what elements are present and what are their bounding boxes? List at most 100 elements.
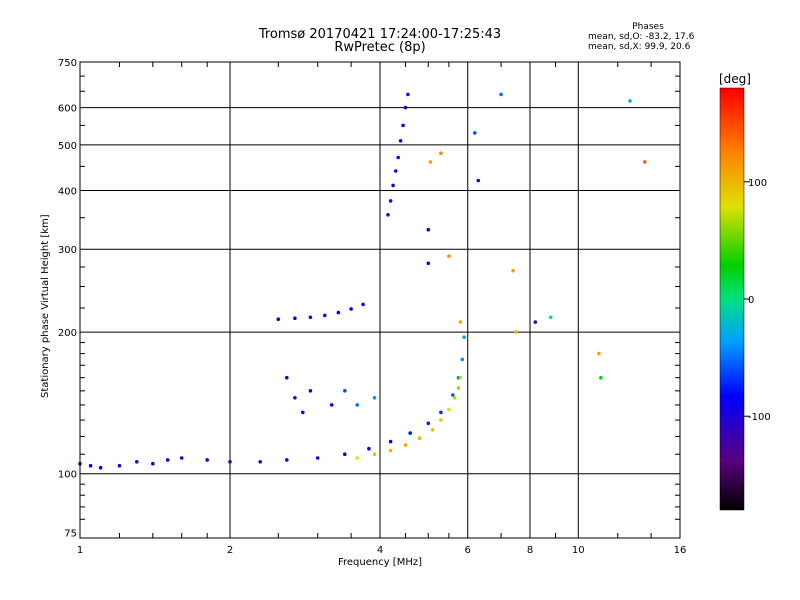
- data-point: [388, 439, 393, 444]
- data-point: [401, 123, 405, 128]
- grid-lines: [80, 62, 680, 538]
- data-point: [408, 431, 413, 435]
- colorbar: [719, 87, 745, 511]
- data-point: [388, 199, 393, 203]
- data-point: [367, 446, 371, 451]
- data-point: [426, 261, 431, 266]
- data-point: [355, 403, 360, 407]
- data-point: [151, 461, 155, 466]
- x-tick-label: 10: [572, 545, 585, 556]
- data-point: [361, 302, 365, 307]
- data-point: [643, 160, 647, 164]
- y-tick-label: 750: [58, 58, 77, 69]
- data-point: [406, 92, 410, 97]
- y-tick-label: 600: [58, 104, 77, 115]
- data-point: [293, 316, 297, 321]
- data-point: [285, 375, 289, 380]
- chart-title-line2: RwPretec (8p): [334, 40, 426, 55]
- data-point: [451, 393, 455, 397]
- data-point: [430, 427, 435, 432]
- x-tick-label: 6: [465, 545, 471, 556]
- data-point: [462, 335, 466, 340]
- data-point: [343, 389, 347, 393]
- phase-stats-header: Phases: [632, 22, 664, 32]
- data-point: [460, 357, 465, 362]
- data-point: [456, 386, 461, 390]
- data-point: [499, 92, 503, 97]
- data-point: [439, 418, 443, 422]
- y-tick-label: 75: [64, 528, 77, 539]
- data-point: [388, 448, 393, 453]
- phase-stats-x: mean, sd,X: 99.9, 20.6: [588, 42, 691, 52]
- y-tick-label: 300: [58, 245, 77, 256]
- y-axis-label: Stationary phase Virtual Height [km]: [40, 214, 51, 398]
- data-point: [458, 375, 463, 380]
- data-point: [417, 436, 422, 441]
- data-point: [426, 227, 431, 232]
- data-point: [439, 151, 443, 155]
- data-point: [458, 320, 463, 324]
- data-point: [403, 443, 408, 447]
- data-point: [205, 458, 209, 462]
- plot-frame: [79, 61, 681, 539]
- data-point: [372, 396, 377, 400]
- data-point: [258, 460, 263, 464]
- phase-stats: Phases mean, sd,O: -83.2, 17.6 mean, sd,…: [588, 22, 708, 52]
- data-point: [393, 169, 398, 173]
- data-point: [276, 317, 281, 322]
- colorbar-title: [deg]: [719, 72, 751, 86]
- chart-title-line1: Tromsø 20170421 17:24:00-17:25:43: [258, 27, 502, 42]
- data-point: [398, 139, 403, 143]
- data-point: [391, 183, 395, 188]
- colorbar-tick-label: 100: [748, 178, 767, 189]
- x-axis: 1 2 4 6 8 10 16: [77, 62, 687, 556]
- data-point: [511, 268, 515, 273]
- x-tick-label: 16: [674, 545, 687, 556]
- x-tick-label: 2: [227, 545, 233, 556]
- x-tick-label: 8: [527, 545, 533, 556]
- data-point: [135, 460, 139, 464]
- data-point: [597, 351, 601, 356]
- data-point: [548, 315, 553, 320]
- data-point: [533, 320, 538, 324]
- data-point: [285, 458, 289, 462]
- data-point: [439, 410, 443, 415]
- y-tick-label: 400: [58, 186, 77, 197]
- colorbar-tick-label: -100: [748, 412, 771, 423]
- data-point: [336, 310, 341, 315]
- y-axis: 75 100 200 300 400 500 600 750: [58, 58, 680, 539]
- data-point: [447, 254, 451, 258]
- data-point: [308, 315, 313, 320]
- data-point: [228, 460, 232, 464]
- colorbar-tick-label: 0: [748, 295, 754, 306]
- data-point: [98, 465, 103, 470]
- data-point: [599, 375, 603, 380]
- data-point: [473, 131, 477, 135]
- x-tick-label: 1: [77, 545, 83, 556]
- data-points: [78, 92, 647, 470]
- data-point: [396, 155, 401, 160]
- y-tick-label: 200: [58, 328, 77, 339]
- data-point: [315, 456, 320, 460]
- data-point: [372, 452, 377, 457]
- data-point: [447, 407, 451, 412]
- y-tick-label: 100: [58, 470, 77, 481]
- data-point: [428, 160, 433, 164]
- data-point: [308, 389, 313, 393]
- data-point: [117, 463, 122, 468]
- x-axis-label: Frequency [MHz]: [337, 557, 423, 568]
- phase-stats-o: mean, sd,O: -83.2, 17.6: [588, 32, 695, 42]
- data-point: [323, 313, 327, 318]
- data-point: [476, 178, 481, 183]
- data-point: [403, 105, 408, 110]
- data-point: [329, 403, 334, 407]
- data-point: [88, 463, 93, 468]
- data-point: [514, 330, 518, 334]
- data-point: [165, 458, 170, 462]
- data-point: [452, 396, 457, 400]
- data-point: [355, 456, 360, 460]
- data-point: [386, 213, 390, 217]
- data-point: [179, 456, 184, 460]
- data-point: [628, 99, 632, 103]
